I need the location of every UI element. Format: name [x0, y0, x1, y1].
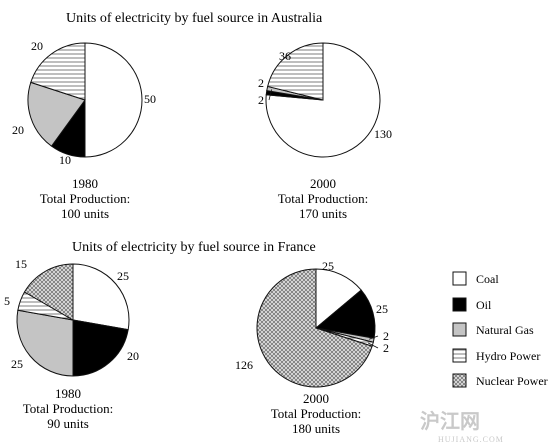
- slice-label-coal: 50: [144, 92, 156, 106]
- pie-slice-coal: [72, 263, 130, 331]
- leader-line-gas: [268, 89, 273, 101]
- pie-slice-hydro: [30, 42, 86, 101]
- year-label: 1980: [72, 176, 98, 191]
- total-production-label: Total Production:: [271, 406, 361, 421]
- pie-slice-coal: [265, 42, 381, 158]
- caption-france-2000: 2000 Total Production: 180 units: [271, 391, 361, 436]
- pie-slice-gas: [27, 81, 86, 147]
- total-production-label: Total Production:: [23, 401, 113, 416]
- watermark-subtext: HUJIANG.COM: [438, 435, 504, 444]
- legend-swatch-nuclear: [452, 373, 467, 388]
- legend-label-hydro: Hydro Power: [476, 349, 540, 363]
- slice-label-coal: 25: [117, 269, 129, 283]
- leader-line-gas: [368, 335, 379, 340]
- legend-label-gas: Natural Gas: [476, 323, 534, 337]
- watermark-text: 沪江网: [420, 409, 480, 433]
- pie-france-2000: 25 25 22 126: [235, 259, 389, 388]
- slice-label-oil: 10: [59, 153, 71, 167]
- total-production-value: 180 units: [292, 421, 340, 436]
- australia-title: Units of electricity by fuel source in A…: [66, 11, 323, 26]
- pie-slice-coal: [315, 268, 362, 330]
- legend-label-oil: Oil: [476, 298, 492, 312]
- pie-slice-nuclear: [256, 268, 373, 388]
- year-label: 2000: [310, 176, 336, 191]
- legend-swatch-coal: [452, 271, 467, 286]
- total-production-label: Total Production:: [278, 191, 368, 206]
- pie-australia-2000: 130 2 2 36: [258, 42, 392, 158]
- slice-label-gas: 25: [11, 357, 23, 371]
- slice-label-oil: 25: [376, 302, 388, 316]
- pie-slice-nuclear: [23, 263, 74, 321]
- leader-line-hydro: [367, 342, 379, 349]
- slice-label-hydro: 20: [31, 39, 43, 53]
- year-label: 2000: [303, 391, 329, 406]
- legend-label-coal: Coal: [476, 272, 499, 286]
- pie-slice-hydro: [267, 42, 324, 101]
- slice-label-hydro: 5: [4, 294, 10, 308]
- total-production-value: 170 units: [299, 206, 347, 221]
- slice-label-coal: 25: [322, 259, 334, 273]
- pie-australia-1980: 50 10 20 20: [12, 39, 156, 167]
- slice-label-hydro: 2: [383, 341, 389, 355]
- total-production-value: 100 units: [61, 206, 109, 221]
- total-production-label: Total Production:: [40, 191, 130, 206]
- pie-slice-coal: [84, 42, 143, 158]
- slice-label-gas: 2: [258, 93, 264, 107]
- slice-label-gas: 20: [12, 123, 24, 137]
- year-label: 1980: [55, 386, 81, 401]
- pie-france-1980: 25 20 25 5 15: [4, 257, 139, 377]
- slice-label-coal: 130: [374, 127, 392, 141]
- slice-label-nuclear: 126: [235, 358, 253, 372]
- slice-label-hydro: 36: [279, 49, 291, 63]
- total-production-value: 90 units: [47, 416, 89, 431]
- slice-label-oil: 2: [258, 76, 264, 90]
- slice-label-nuclear: 15: [15, 257, 27, 271]
- legend-swatch-gas: [452, 322, 467, 337]
- legend: Coal Oil Natural Gas Hydro Power Nuclear…: [452, 271, 548, 388]
- slice-label-gas: 2: [383, 329, 389, 343]
- legend-label-nuclear: Nuclear Power: [476, 374, 548, 388]
- legend-swatch-oil: [452, 297, 467, 312]
- caption-australia-2000: 2000 Total Production: 170 units: [278, 176, 368, 221]
- pie-slice-oil: [72, 319, 129, 377]
- watermark: 沪江网 HUJIANG.COM: [420, 409, 504, 444]
- slice-label-oil: 20: [127, 349, 139, 363]
- caption-australia-1980: 1980 Total Production: 100 units: [40, 176, 130, 221]
- pie-slice-gas: [16, 309, 74, 377]
- caption-france-1980: 1980 Total Production: 90 units: [23, 386, 113, 431]
- france-title: Units of electricity by fuel source in F…: [72, 240, 316, 255]
- legend-swatch-hydro: [452, 348, 467, 363]
